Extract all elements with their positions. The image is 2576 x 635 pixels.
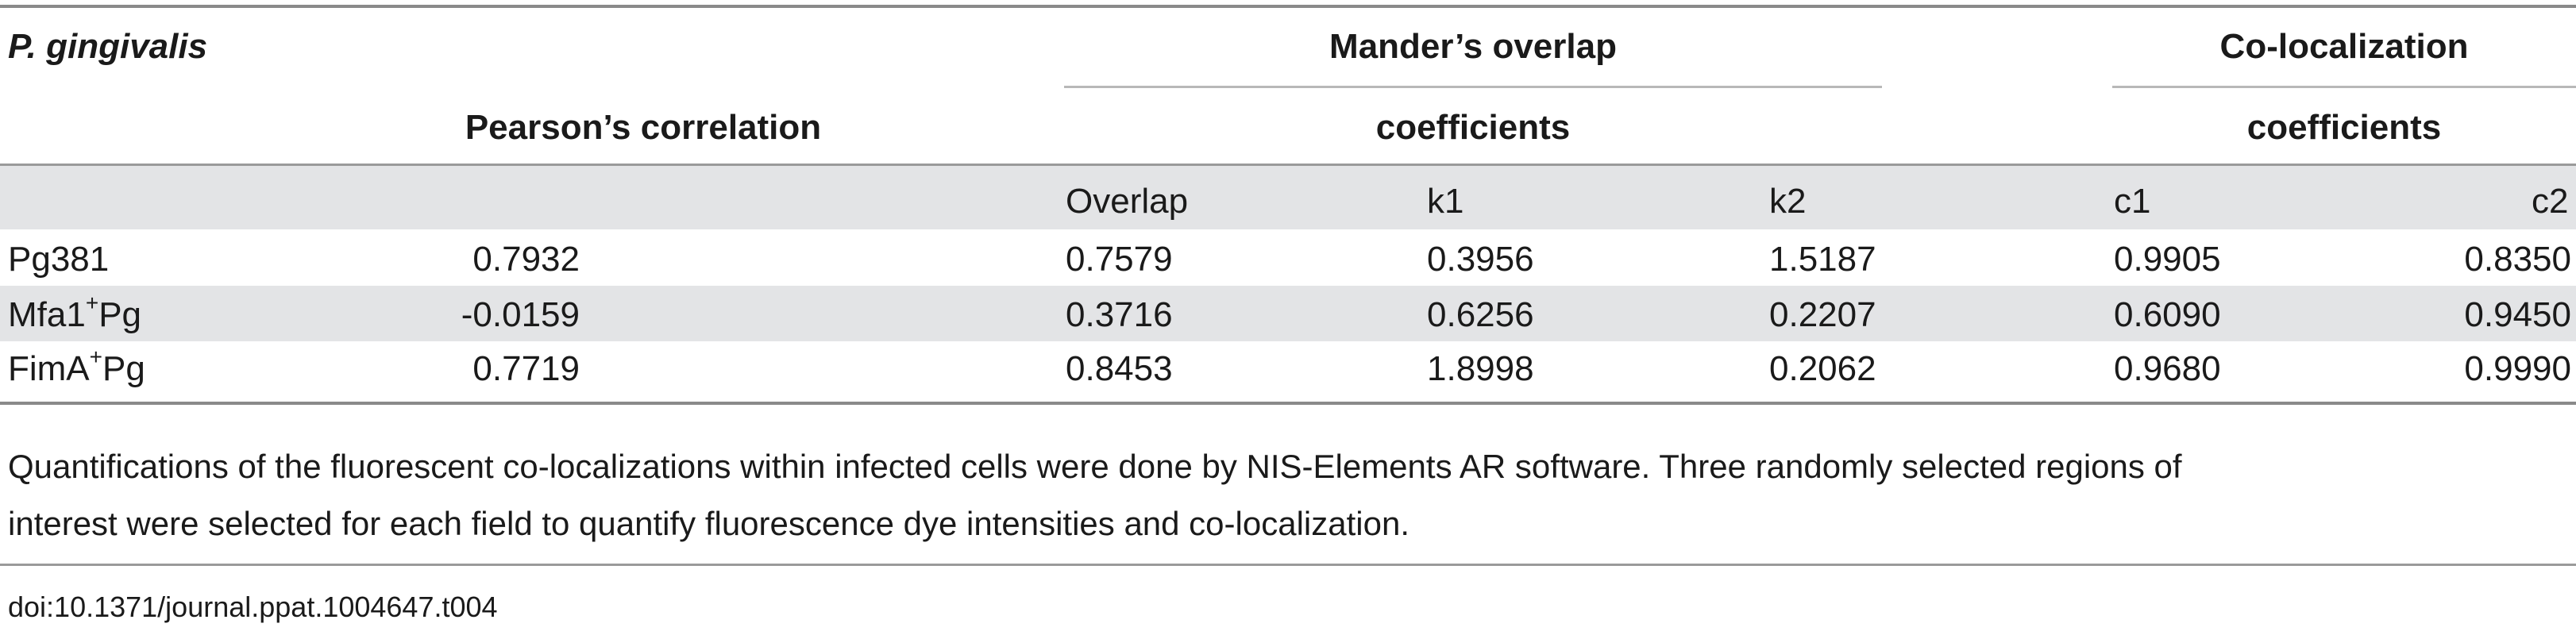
table-row-3-k1: 1.8998 <box>1427 349 1534 388</box>
subheader-k2: k2 <box>1769 182 1807 221</box>
table-row-2-k1: 0.6256 <box>1427 295 1534 334</box>
subheader-overlap: Overlap <box>1066 182 1189 221</box>
table-row-1-label: Pg381 <box>8 240 110 279</box>
table-row-1-c2: 0.8350 <box>2464 240 2571 279</box>
table-row-3-overlap: 0.8453 <box>1066 349 1173 388</box>
doi-link[interactable]: doi:10.1371/journal.ppat.1004647.t004 <box>8 591 498 623</box>
table-row-1-overlap: 0.7579 <box>1066 240 1173 279</box>
table-row-2-label: Mfa1+Pg <box>8 291 142 335</box>
table-row-2-c2: 0.9450 <box>2464 295 2571 334</box>
table-row-3-c1: 0.9680 <box>2114 349 2221 388</box>
table-row-2-band <box>0 286 2576 341</box>
subheader-k1: k1 <box>1427 182 1464 221</box>
coloc-group-rule <box>2112 86 2576 88</box>
pearson-header: Pearson’s correlation <box>465 108 822 147</box>
table-row-2-k2: 0.2207 <box>1769 295 1876 334</box>
table-row-1-pearson: 0.7932 <box>472 240 580 279</box>
table-row-1-k1: 0.3956 <box>1427 240 1534 279</box>
table-top-rule <box>0 5 2576 8</box>
manders-header-line1: Mander’s overlap <box>1329 27 1617 66</box>
manders-group-rule <box>1064 86 1882 88</box>
table-bottom-rule <box>0 402 2576 405</box>
manders-header-line2: coefficients <box>1375 108 1571 147</box>
footer-rule <box>0 564 2576 566</box>
table-footnote-line1: Quantifications of the fluorescent co-lo… <box>8 448 2182 485</box>
table-row-1-c1: 0.9905 <box>2114 240 2221 279</box>
table-row-2-pearson: -0.0159 <box>461 295 580 334</box>
table-row-3-label: FimA+Pg <box>8 344 145 389</box>
coloc-header-line2: coefficients <box>2246 108 2442 147</box>
subheader-c2: c2 <box>2532 182 2569 221</box>
table-row-3-c2: 0.9990 <box>2464 349 2571 388</box>
table-row-3-k2: 0.2062 <box>1769 349 1876 388</box>
subheader-c1: c1 <box>2114 182 2151 221</box>
coloc-header-line1: Co-localization <box>2219 27 2469 66</box>
subheader-band <box>0 166 2576 229</box>
table-row-3-pearson: 0.7719 <box>472 349 580 388</box>
table-row-1-k2: 1.5187 <box>1769 240 1876 279</box>
table-footnote-line2: interest were selected for each field to… <box>8 505 1409 542</box>
header-rule <box>0 164 2576 166</box>
organism-header: P. gingivalis <box>8 27 208 66</box>
table-row-2-overlap: 0.3716 <box>1066 295 1173 334</box>
table-row-2-c1: 0.6090 <box>2114 295 2221 334</box>
